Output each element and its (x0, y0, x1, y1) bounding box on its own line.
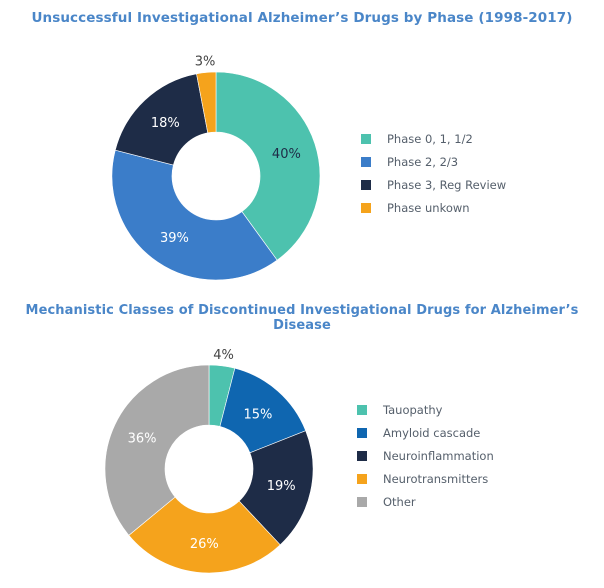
legend-label: Neurotransmitters (383, 471, 489, 486)
chart-1-label-2: 18% (151, 116, 180, 131)
legend-label: Phase 0, 1, 1/2 (387, 131, 473, 146)
legend-label: Amyloid cascade (383, 425, 481, 440)
chart-1-label-0: 40% (272, 147, 301, 162)
legend-label: Phase 2, 2/3 (387, 154, 459, 169)
chart-1-legend-item: Phase 2, 2/3 (361, 150, 506, 173)
legend-swatch (357, 450, 367, 461)
chart-2-label-0: 4% (213, 348, 234, 363)
legend-label: Other (383, 494, 416, 509)
chart-1-label-3: 3% (195, 55, 216, 70)
chart-1-slice-0 (215, 71, 321, 261)
chart-2-legend-item: Amyloid cascade (357, 421, 494, 444)
legend-swatch (361, 202, 371, 213)
legend-swatch (361, 133, 371, 144)
legend-label: Phase unkown (387, 200, 470, 215)
chart-1-label-1: 39% (160, 231, 189, 246)
chart-2-label-2: 19% (267, 479, 296, 494)
chart-1-title: Unsuccessful Investigational Alzheimer’s… (31, 10, 573, 26)
legend-swatch (357, 473, 367, 484)
chart-2-label-3: 26% (190, 537, 219, 552)
legend-swatch (361, 156, 371, 167)
chart-1-legend: Phase 0, 1, 1/2 Phase 2, 2/3 Phase 3, Reg … (361, 127, 506, 219)
chart-2-legend: Tauopathy Amyloid cascade Neuroinflammatio… (357, 398, 494, 513)
chart-1-legend-item: Phase unkown (361, 196, 506, 219)
chart-2-slice-2 (238, 430, 314, 546)
chart-2-title: Mechanistic Classes of Discontinued Inve… (25, 303, 579, 333)
legend-swatch (357, 496, 367, 507)
legend-swatch (357, 404, 367, 415)
legend-swatch (357, 427, 367, 438)
chart-2-slice-3 (128, 496, 281, 574)
chart-2-legend-item: Neuroinflammation (357, 444, 494, 467)
chart-2-legend-item: Other (357, 490, 494, 513)
legend-swatch (361, 179, 371, 190)
chart-1-slice-3 (196, 71, 217, 134)
chart-2-legend-item: Neurotransmitters (357, 467, 494, 490)
chart-2-slice-4 (104, 364, 210, 536)
legend-label: Phase 3, Reg Review (387, 177, 507, 192)
chart-2-label-1: 15% (243, 407, 272, 422)
chart-2-legend-item: Tauopathy (357, 398, 494, 421)
chart-1-legend-item: Phase 3, Reg Review (361, 173, 506, 196)
chart-1-legend-item: Phase 0, 1, 1/2 (361, 127, 506, 150)
legend-label: Tauopathy (383, 402, 443, 417)
legend-label: Neuroinflammation (383, 448, 494, 463)
chart-1-slice-1 (111, 149, 278, 281)
chart-2-label-4: 36% (128, 431, 157, 446)
